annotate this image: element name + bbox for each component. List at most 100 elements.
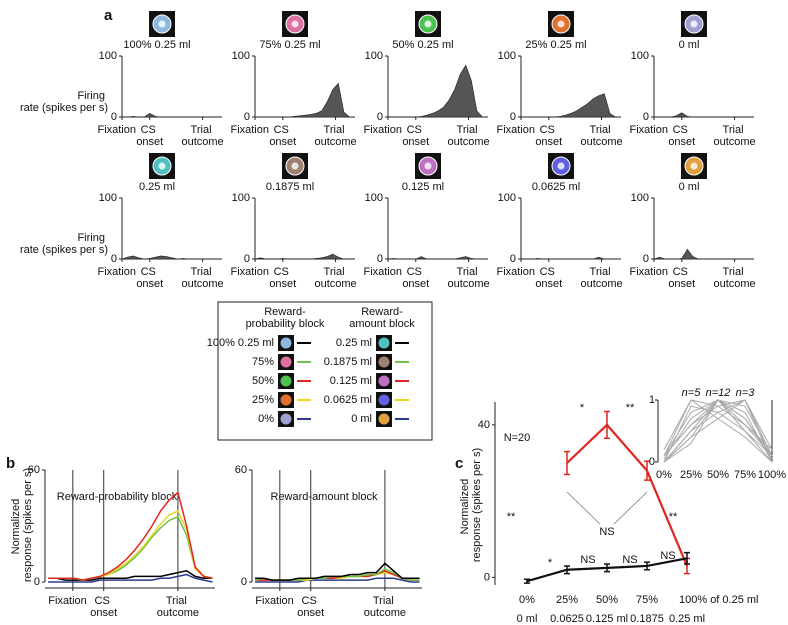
legend-label: 0 ml xyxy=(351,413,372,425)
x-tick-label: 0.125 ml xyxy=(586,613,628,625)
error-bar xyxy=(524,578,530,584)
x-tick-label: Fixation xyxy=(97,124,136,136)
legend-icon xyxy=(280,394,292,406)
panel-label: b xyxy=(6,455,15,472)
stimulus-icon xyxy=(158,20,166,28)
x-tick-label: Fixation xyxy=(230,266,269,278)
x-tick-label: Trial outcome xyxy=(314,266,356,290)
chart-title: 0 ml xyxy=(679,181,700,193)
y-tick-label: 0 xyxy=(241,576,247,588)
stimulus-icon xyxy=(557,162,565,170)
x-tick-label: Trial outcome xyxy=(580,124,622,148)
x-tick-label: Fixation xyxy=(496,266,535,278)
response-line xyxy=(48,570,213,581)
psth-area xyxy=(388,64,484,118)
neuron-line xyxy=(663,399,773,463)
x-tick-label: Fixation xyxy=(363,124,402,136)
y-tick-label: 100 xyxy=(232,192,250,204)
legend-label: 50% xyxy=(252,375,274,387)
x-tick-label: 75% xyxy=(734,469,756,481)
neuron-line xyxy=(663,399,773,463)
error-bar xyxy=(644,561,650,571)
response-line xyxy=(48,573,213,583)
x-tick-label: 50% xyxy=(596,594,618,606)
x-tick-label: 0.0625 xyxy=(550,613,584,625)
x-tick-label: Fixation xyxy=(230,124,269,136)
x-tick-label: CS onset xyxy=(136,124,163,148)
legend-icon xyxy=(280,356,292,368)
legend-icon xyxy=(378,413,390,425)
y-tick-label: 0 xyxy=(510,111,516,123)
response-line xyxy=(48,491,213,581)
x-tick-label: Trial outcome xyxy=(364,595,406,619)
x-tick-label: CS onset xyxy=(90,595,117,619)
x-tick-label: CS onset xyxy=(297,595,324,619)
legend-icon xyxy=(280,337,292,349)
x-tick-label: Trial outcome xyxy=(181,124,223,148)
x-tick-label: Trial outcome xyxy=(447,124,489,148)
legend-label: 100% 0.25 ml xyxy=(207,337,274,349)
psth-area xyxy=(255,82,351,118)
y-tick-label: 0 xyxy=(244,111,250,123)
legend-icon xyxy=(378,337,390,349)
y-axis-label: Firing rate (spikes per s) xyxy=(20,90,108,114)
y-tick-label: 100 xyxy=(631,192,649,204)
neuron-line xyxy=(663,399,773,463)
legend-label: 75% xyxy=(252,356,274,368)
error-bar xyxy=(564,450,570,476)
y-axis-label: Firing rate (spikes per s) xyxy=(20,232,108,256)
panel-label: a xyxy=(104,7,113,24)
x-tick-label: CS onset xyxy=(136,266,163,290)
chart-title: 0.25 ml xyxy=(139,181,175,193)
annotation: NS xyxy=(580,554,595,566)
stimulus-icon xyxy=(690,20,698,28)
error-bar xyxy=(564,565,570,575)
x-tick-label: Trial outcome xyxy=(713,266,755,290)
stimulus-icon xyxy=(158,162,166,170)
neuron-line xyxy=(663,399,773,463)
chart-title: Reward-probability block xyxy=(57,491,178,503)
x-tick-label: 50% xyxy=(707,469,729,481)
x-tick-label: CS onset xyxy=(269,124,296,148)
psth-area xyxy=(653,248,749,260)
x-tick-label: 25% xyxy=(680,469,702,481)
chart-title: 75% 0.25 ml xyxy=(259,39,320,51)
ns-bracket xyxy=(613,491,648,525)
psth-area xyxy=(654,112,749,118)
annotation: NS xyxy=(599,526,614,538)
x-tick-label: Trial outcome xyxy=(181,266,223,290)
legend-label: 0.25 ml xyxy=(336,337,372,349)
annotation: ** xyxy=(507,511,516,523)
x-tick-label: CS onset xyxy=(402,266,429,290)
x-tick-label: 100% of 0.25 ml xyxy=(679,594,759,606)
legend-icon xyxy=(280,413,292,425)
annotation: ** xyxy=(669,511,678,523)
x-tick-label: CS onset xyxy=(535,266,562,290)
chart-title: Reward-amount block xyxy=(271,491,378,503)
error-bar xyxy=(604,410,610,439)
annotation: N=20 xyxy=(504,432,531,444)
x-tick-label: Fixation xyxy=(255,595,294,607)
x-tick-label: Fixation xyxy=(629,266,668,278)
chart-title: 0.1875 ml xyxy=(266,181,314,193)
y-tick-label: 1 xyxy=(649,394,655,406)
psth-area xyxy=(387,256,483,260)
y-tick-label: 0 xyxy=(377,253,383,265)
error-bar xyxy=(684,551,690,565)
psth-area xyxy=(122,112,217,118)
annotation: * xyxy=(548,557,553,569)
y-tick-label: 100 xyxy=(365,192,383,204)
annotation: * xyxy=(580,402,585,414)
y-tick-label: 60 xyxy=(235,464,247,476)
y-tick-label: 40 xyxy=(478,419,490,431)
legend-icon xyxy=(378,375,390,387)
legend-frame xyxy=(217,301,433,441)
annotation: NS xyxy=(660,550,675,562)
chart-title: 100% 0.25 ml xyxy=(123,39,190,51)
x-tick-label: Fixation xyxy=(97,266,136,278)
y-tick-label: 0 xyxy=(244,253,250,265)
ns-bracket xyxy=(566,491,601,525)
psth-area xyxy=(521,256,616,260)
y-tick-label: 0 xyxy=(377,111,383,123)
